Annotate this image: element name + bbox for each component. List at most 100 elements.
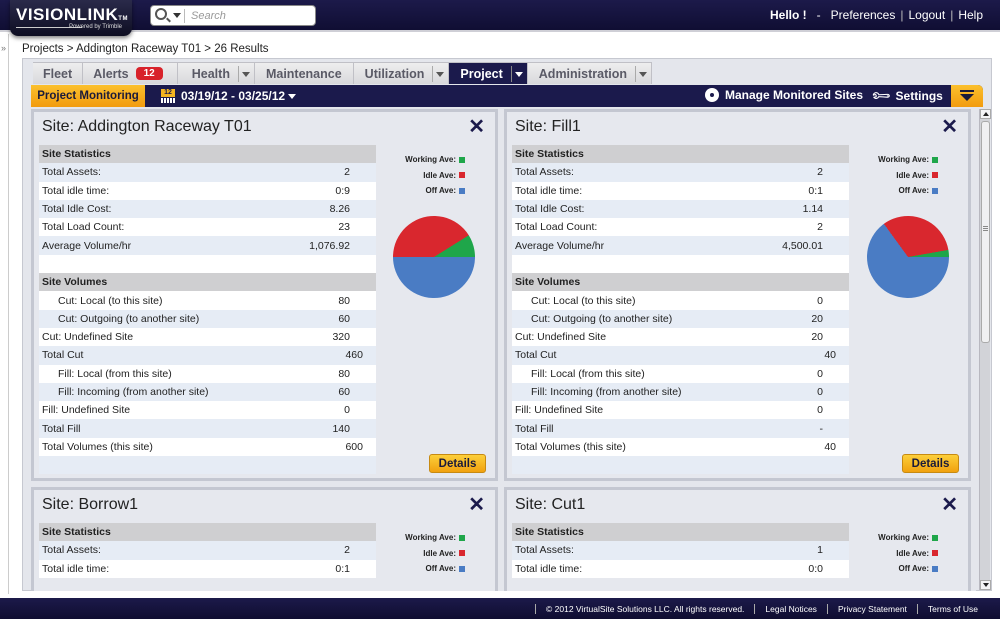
footer: © 2012 VirtualSite Solutions LLC. All ri… bbox=[0, 598, 1000, 619]
chevron-down-icon[interactable] bbox=[510, 65, 525, 82]
row-value: 140 bbox=[332, 422, 350, 435]
row-label: Total Assets: bbox=[42, 166, 101, 179]
tab-alerts[interactable]: Alerts 12 bbox=[83, 62, 178, 84]
date-range-selector[interactable]: 03/19/12 - 03/25/12 bbox=[181, 89, 286, 103]
row-label: Total idle time: bbox=[42, 562, 110, 575]
details-button[interactable]: Details bbox=[902, 454, 959, 473]
breadcrumb: Projects > Addington Raceway T01 > 26 Re… bbox=[22, 43, 269, 55]
chevron-down-icon[interactable] bbox=[432, 65, 446, 82]
row-label: Total Assets: bbox=[42, 544, 101, 557]
tab-utilization[interactable]: Utilization bbox=[353, 62, 450, 84]
legal-notices-link[interactable]: Legal Notices bbox=[754, 604, 827, 614]
table-row: Fill: Local (from this site) 0 bbox=[512, 364, 849, 383]
search-box[interactable] bbox=[150, 5, 316, 26]
close-icon[interactable]: ✕ bbox=[468, 116, 485, 138]
row-value: 0:1 bbox=[335, 562, 350, 575]
collapse-menu-button[interactable] bbox=[951, 85, 983, 107]
table-row: Cut: Undefined Site 20 bbox=[512, 327, 849, 347]
legend-label: Working Ave: bbox=[878, 533, 929, 542]
search-dropdown-caret-icon[interactable] bbox=[173, 13, 181, 18]
row-value: 1 bbox=[817, 544, 823, 557]
chart-legend: Working Ave: Idle Ave: Off Ave: bbox=[878, 530, 938, 577]
chart-legend: Working Ave: Idle Ave: Off Ave: bbox=[878, 152, 938, 199]
row-label: Cut: Local (to this site) bbox=[531, 294, 636, 307]
tab-maintenance[interactable]: Maintenance bbox=[254, 62, 354, 84]
user-links: Hello ! - Preferences | Logout | Help bbox=[765, 8, 988, 22]
table-row: Total Load Count: 2 bbox=[512, 218, 849, 237]
logout-link[interactable]: Logout bbox=[908, 8, 946, 22]
chevron-down-icon[interactable] bbox=[288, 94, 296, 99]
search-icon[interactable] bbox=[155, 8, 167, 20]
chevron-down-icon[interactable] bbox=[237, 65, 252, 82]
legend-swatch-blue bbox=[459, 187, 465, 194]
table-row: Total Assets: 1 bbox=[512, 541, 849, 560]
legend-working: Working Ave: bbox=[878, 152, 938, 168]
row-value: 0:0 bbox=[808, 562, 823, 575]
row-value: 40 bbox=[824, 349, 836, 362]
project-monitoring-button[interactable]: Project Monitoring bbox=[31, 85, 145, 107]
row-label: Total idle time: bbox=[515, 184, 583, 197]
table-row: Average Volume/hr 1,076.92 bbox=[39, 236, 376, 255]
section-header: Site Statistics bbox=[512, 145, 849, 164]
legend-swatch-blue bbox=[459, 565, 465, 572]
spacer-row bbox=[512, 254, 849, 274]
visionlink-logo[interactable]: VISIONLINKTM Powered by Trimble bbox=[10, 0, 132, 36]
row-label: Total Cut bbox=[42, 349, 84, 362]
legend-working: Working Ave: bbox=[405, 530, 465, 546]
table-row: Total idle time: 0:1 bbox=[39, 559, 376, 578]
legend-working: Working Ave: bbox=[878, 530, 938, 546]
tab-health[interactable]: Health bbox=[177, 62, 255, 84]
help-link[interactable]: Help bbox=[958, 8, 983, 22]
row-value: 0:9 bbox=[335, 184, 350, 197]
close-icon[interactable]: ✕ bbox=[941, 116, 958, 138]
legend-idle: Idle Ave: bbox=[878, 168, 938, 184]
chevron-down-icon[interactable] bbox=[634, 65, 649, 82]
spacer-row bbox=[512, 456, 849, 475]
divider bbox=[184, 9, 185, 23]
row-value: 0 bbox=[817, 404, 823, 417]
copyright-text: © 2012 VirtualSite Solutions LLC. All ri… bbox=[535, 604, 754, 614]
terms-of-use-link[interactable]: Terms of Use bbox=[916, 604, 988, 614]
details-button[interactable]: Details bbox=[429, 454, 486, 473]
vertical-scrollbar[interactable] bbox=[979, 109, 991, 590]
tab-label: Alerts bbox=[93, 66, 129, 81]
close-icon[interactable]: ✕ bbox=[468, 494, 485, 516]
legend-label: Working Ave: bbox=[405, 533, 456, 542]
row-label: Average Volume/hr bbox=[515, 239, 605, 252]
row-value: 0 bbox=[344, 404, 350, 417]
row-label: Total idle time: bbox=[515, 562, 583, 575]
search-input[interactable] bbox=[191, 8, 311, 23]
utilization-pie-chart bbox=[860, 209, 956, 305]
table-row: Cut: Undefined Site 320 bbox=[39, 327, 376, 347]
table-row: Cut: Local (to this site) 0 bbox=[512, 291, 849, 310]
row-value: 0 bbox=[817, 386, 823, 398]
privacy-statement-link[interactable]: Privacy Statement bbox=[826, 604, 917, 614]
row-value: 320 bbox=[332, 331, 350, 344]
tab-fleet[interactable]: Fleet bbox=[33, 62, 84, 84]
site-card: Site: Cut1 ✕ Site Statistics Total Asset… bbox=[504, 487, 971, 591]
scroll-down-arrow-icon[interactable] bbox=[980, 580, 991, 590]
legend-swatch-green bbox=[459, 156, 465, 163]
row-label: Fill: Local (from this site) bbox=[58, 367, 172, 380]
table-row: Total Assets: 2 bbox=[39, 163, 376, 182]
row-value: 23 bbox=[338, 221, 350, 234]
table-row: Fill: Local (from this site) 80 bbox=[39, 364, 376, 383]
preferences-link[interactable]: Preferences bbox=[830, 8, 896, 22]
legend-swatch-green bbox=[932, 534, 938, 541]
manage-monitored-sites-button[interactable]: Manage Monitored Sites bbox=[705, 88, 863, 102]
expand-sidebar-icon[interactable]: » bbox=[1, 43, 7, 53]
tab-administration[interactable]: Administration bbox=[527, 62, 652, 84]
scrollbar-thumb[interactable] bbox=[981, 121, 990, 343]
close-icon[interactable]: ✕ bbox=[941, 494, 958, 516]
tab-project[interactable]: Project bbox=[449, 62, 528, 84]
logo-tagline: Powered by Trimble bbox=[68, 24, 122, 30]
table-row: Fill: Undefined Site 0 bbox=[39, 401, 376, 420]
scroll-up-arrow-icon[interactable] bbox=[980, 109, 991, 119]
site-card: Site: Addington Raceway T01 ✕ Site Stati… bbox=[31, 109, 498, 481]
calendar-icon[interactable]: 12 bbox=[161, 89, 175, 103]
site-stats-table: Site Statistics Total Assets: 2 Total idl… bbox=[39, 145, 376, 475]
legend-label: Idle Ave: bbox=[423, 170, 456, 180]
settings-button[interactable]: 🔧︎ Settings bbox=[870, 85, 943, 107]
row-value: 20 bbox=[811, 331, 823, 344]
collapsed-sidebar: » bbox=[0, 34, 9, 594]
